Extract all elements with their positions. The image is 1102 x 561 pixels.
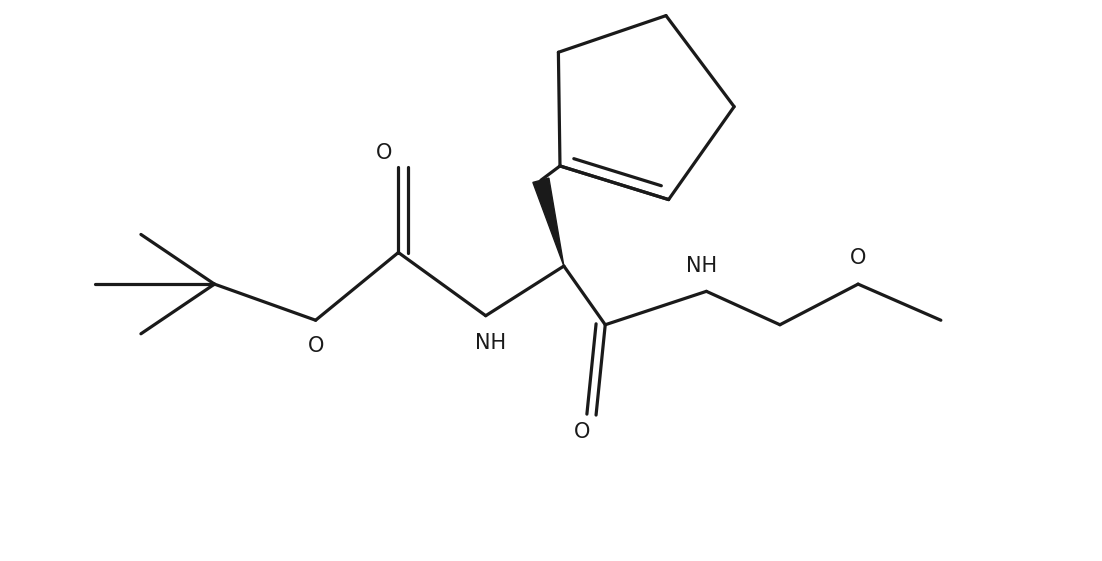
Text: O: O [377, 143, 392, 163]
Text: NH: NH [475, 333, 506, 353]
Text: O: O [574, 422, 591, 442]
Text: O: O [850, 249, 866, 268]
Text: NH: NH [687, 256, 717, 275]
Polygon shape [533, 178, 564, 266]
Text: O: O [307, 336, 324, 356]
